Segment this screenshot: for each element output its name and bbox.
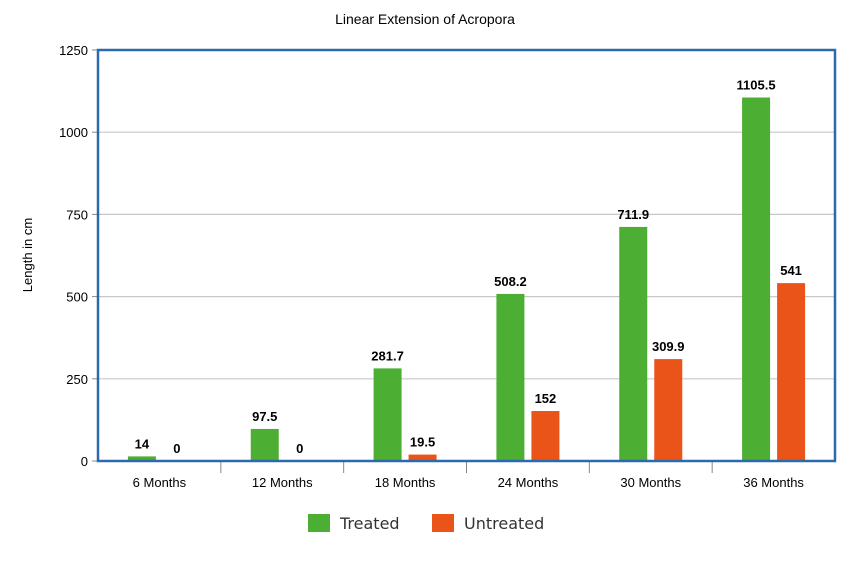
legend: Treated Untreated xyxy=(308,514,544,533)
y-tick-label: 500 xyxy=(66,290,88,305)
data-label: 541 xyxy=(780,263,802,278)
data-label: 19.5 xyxy=(410,435,435,450)
x-tick-label: 36 Months xyxy=(743,475,804,490)
bar-treated-0 xyxy=(127,456,156,461)
x-tick-label: 30 Months xyxy=(620,475,681,490)
data-label: 508.2 xyxy=(494,274,527,289)
bar-treated-5 xyxy=(742,97,771,461)
bar-treated-2 xyxy=(373,368,402,461)
bar-untreated-3 xyxy=(531,411,560,461)
legend-swatch-treated xyxy=(308,514,330,532)
x-tick-label: 12 Months xyxy=(252,475,313,490)
legend-swatch-untreated xyxy=(432,514,454,532)
y-tick-label: 1000 xyxy=(59,125,88,140)
bar-untreated-5 xyxy=(777,283,806,461)
bar-untreated-2 xyxy=(408,454,437,461)
bars xyxy=(127,97,806,461)
grid-lines xyxy=(98,131,835,380)
data-label: 711.9 xyxy=(617,207,649,222)
data-label: 14 xyxy=(135,436,150,451)
chart-title: Linear Extension of Acropora xyxy=(335,11,515,27)
bar-treated-3 xyxy=(496,293,525,461)
data-label: 152 xyxy=(535,391,557,406)
bar-treated-1 xyxy=(250,428,279,461)
data-labels: 14 0 97.5 0 281.7 19.5 508.2 152 711.9 309.9 1105.… xyxy=(135,78,802,456)
legend-label-treated: Treated xyxy=(339,514,400,533)
data-label: 97.5 xyxy=(252,409,277,424)
data-label: 0 xyxy=(296,441,303,456)
x-tick-label: 24 Months xyxy=(498,475,559,490)
y-tick-label: 0 xyxy=(81,454,88,469)
data-label: 0 xyxy=(173,441,180,456)
bar-treated-4 xyxy=(619,226,648,461)
x-tick-label: 6 Months xyxy=(133,475,187,490)
y-tick-label: 750 xyxy=(66,207,88,222)
axes: 0 250 500 750 1000 1250 6 Months 12 Months 18 Mo… xyxy=(59,43,804,490)
legend-label-untreated: Untreated xyxy=(464,514,544,533)
data-label: 309.9 xyxy=(652,339,685,354)
y-tick-label: 250 xyxy=(66,372,88,387)
data-label: 281.7 xyxy=(371,348,404,363)
data-label: 1105.5 xyxy=(737,78,776,93)
y-axis-label: Length in cm xyxy=(20,218,35,292)
plot-frame xyxy=(96,48,837,463)
y-tick-label: 1250 xyxy=(59,43,88,58)
x-tick-label: 18 Months xyxy=(375,475,436,490)
bar-untreated-4 xyxy=(654,359,683,461)
